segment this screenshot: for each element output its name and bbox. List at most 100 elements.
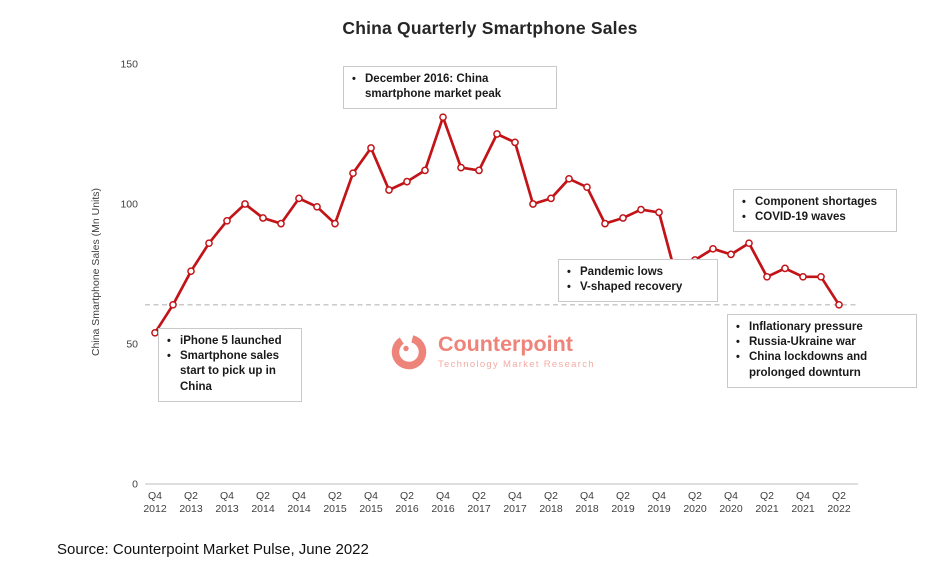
data-point-marker: [655, 208, 663, 217]
annotation-bullet-list: Component shortagesCOVID-19 waves: [738, 195, 888, 225]
x-tick-year: 2012: [143, 503, 167, 515]
data-point-marker: [511, 138, 519, 147]
x-tick-quarter: Q2: [616, 490, 630, 502]
x-tick-year: 2020: [683, 503, 707, 515]
x-tick-year: 2013: [215, 503, 239, 515]
annotation-bullet: Pandemic lows: [563, 265, 709, 280]
x-tick-year: 2017: [467, 503, 491, 515]
data-point-marker: [439, 113, 447, 122]
data-point-marker: [529, 200, 537, 208]
x-tick-year: 2013: [179, 503, 203, 515]
x-tick-quarter: Q2: [328, 490, 342, 502]
annotation-bullet: Component shortages: [738, 195, 888, 210]
data-point-marker: [745, 239, 753, 248]
x-tick-year: 2019: [611, 503, 635, 515]
data-point-marker: [403, 177, 411, 186]
data-point-marker: [241, 200, 249, 208]
data-point-marker: [475, 166, 483, 175]
x-tick-quarter: Q4: [652, 490, 666, 502]
data-point-marker: [277, 219, 285, 228]
watermark-tagline: Technology Market Research: [438, 358, 595, 370]
annotation-bullet: China lockdowns and prolonged downturn: [732, 350, 908, 380]
data-point-marker: [205, 239, 213, 248]
x-tick-quarter: Q2: [832, 490, 846, 502]
y-tick-label: 100: [120, 199, 138, 211]
data-point-marker: [313, 202, 321, 211]
data-point-marker: [709, 244, 717, 253]
data-point-marker: [835, 300, 843, 309]
annotation-pandemic: Pandemic lowsV-shaped recovery: [558, 259, 718, 303]
x-tick-quarter: Q2: [688, 490, 702, 502]
x-tick-quarter: Q2: [184, 490, 198, 502]
x-tick-year: 2018: [539, 503, 563, 515]
y-tick-label: 150: [120, 59, 138, 71]
data-point-marker: [349, 169, 357, 178]
annotation-bullet: iPhone 5 launched: [163, 334, 293, 349]
data-point-marker: [781, 264, 789, 273]
data-point-marker: [637, 205, 645, 214]
watermark-name: Counterpoint: [438, 332, 573, 357]
x-tick-year: 2019: [647, 503, 671, 515]
y-tick-label: 50: [126, 339, 138, 351]
x-tick-quarter: Q4: [796, 490, 810, 502]
annotation-market-peak: December 2016: China smartphone market p…: [343, 66, 557, 110]
x-tick-year: 2021: [791, 503, 815, 515]
x-tick-quarter: Q4: [580, 490, 594, 502]
x-tick-quarter: Q4: [220, 490, 234, 502]
counterpoint-watermark: Counterpoint Technology Market Research: [388, 331, 595, 373]
data-point-marker: [817, 272, 825, 281]
x-tick-quarter: Q2: [256, 490, 270, 502]
data-point-marker: [799, 272, 807, 281]
x-tick-year: 2022: [827, 503, 851, 515]
data-point-marker: [565, 174, 573, 183]
x-tick-quarter: Q4: [148, 490, 162, 502]
data-point-marker: [331, 219, 339, 228]
annotation-bullet: December 2016: China smartphone market p…: [348, 72, 548, 102]
annotation-bullet-list: Inflationary pressureRussia-Ukraine warC…: [732, 320, 908, 381]
x-tick-year: 2015: [359, 503, 383, 515]
x-tick-quarter: Q4: [436, 490, 450, 502]
x-tick-year: 2017: [503, 503, 527, 515]
data-point-marker: [619, 214, 627, 222]
x-tick-year: 2018: [575, 503, 599, 515]
data-point-marker: [601, 219, 609, 228]
data-point-marker: [493, 130, 501, 138]
x-tick-year: 2014: [251, 503, 275, 515]
counterpoint-logo-icon: [391, 334, 427, 370]
data-point-marker: [727, 250, 735, 259]
annotation-bullet-list: Pandemic lowsV-shaped recovery: [563, 265, 709, 295]
data-point-marker: [547, 194, 555, 203]
data-point-marker: [763, 272, 771, 281]
x-tick-year: 2016: [395, 503, 419, 515]
data-point-marker: [421, 166, 429, 175]
y-tick-label: 0: [132, 479, 138, 491]
x-tick-year: 2016: [431, 503, 455, 515]
x-tick-quarter: Q2: [472, 490, 486, 502]
annotation-bullet: COVID-19 waves: [738, 210, 888, 225]
data-point-marker: [187, 267, 195, 276]
x-tick-quarter: Q2: [544, 490, 558, 502]
sales-line-chart: 050100150Q42012Q22013Q42013Q22014Q42014Q…: [120, 59, 858, 515]
data-point-marker: [169, 300, 177, 309]
x-tick-year: 2021: [755, 503, 779, 515]
x-tick-quarter: Q2: [400, 490, 414, 502]
x-tick-quarter: Q4: [292, 490, 306, 502]
annotation-iphone5-launch: iPhone 5 launchedSmartphone sales start …: [158, 328, 302, 402]
data-point-marker: [583, 183, 591, 192]
annotation-bullet: Russia-Ukraine war: [732, 335, 908, 350]
annotation-bullet: Smartphone sales start to pick up in Chi…: [163, 349, 293, 395]
annotation-downturn-2022: Inflationary pressureRussia-Ukraine warC…: [727, 314, 917, 388]
data-point-marker: [385, 186, 393, 194]
x-tick-quarter: Q4: [364, 490, 378, 502]
x-tick-quarter: Q4: [508, 490, 522, 502]
chart-title: China Quarterly Smartphone Sales: [342, 18, 638, 38]
annotation-bullet-list: December 2016: China smartphone market p…: [348, 72, 548, 102]
x-tick-quarter: Q4: [724, 490, 738, 502]
source-citation: Source: Counterpoint Market Pulse, June …: [57, 541, 369, 558]
x-tick-year: 2015: [323, 503, 347, 515]
x-tick-year: 2020: [719, 503, 743, 515]
annotation-bullet: Inflationary pressure: [732, 320, 908, 335]
data-point-marker: [295, 194, 303, 203]
annotation-shortages: Component shortagesCOVID-19 waves: [733, 189, 897, 233]
